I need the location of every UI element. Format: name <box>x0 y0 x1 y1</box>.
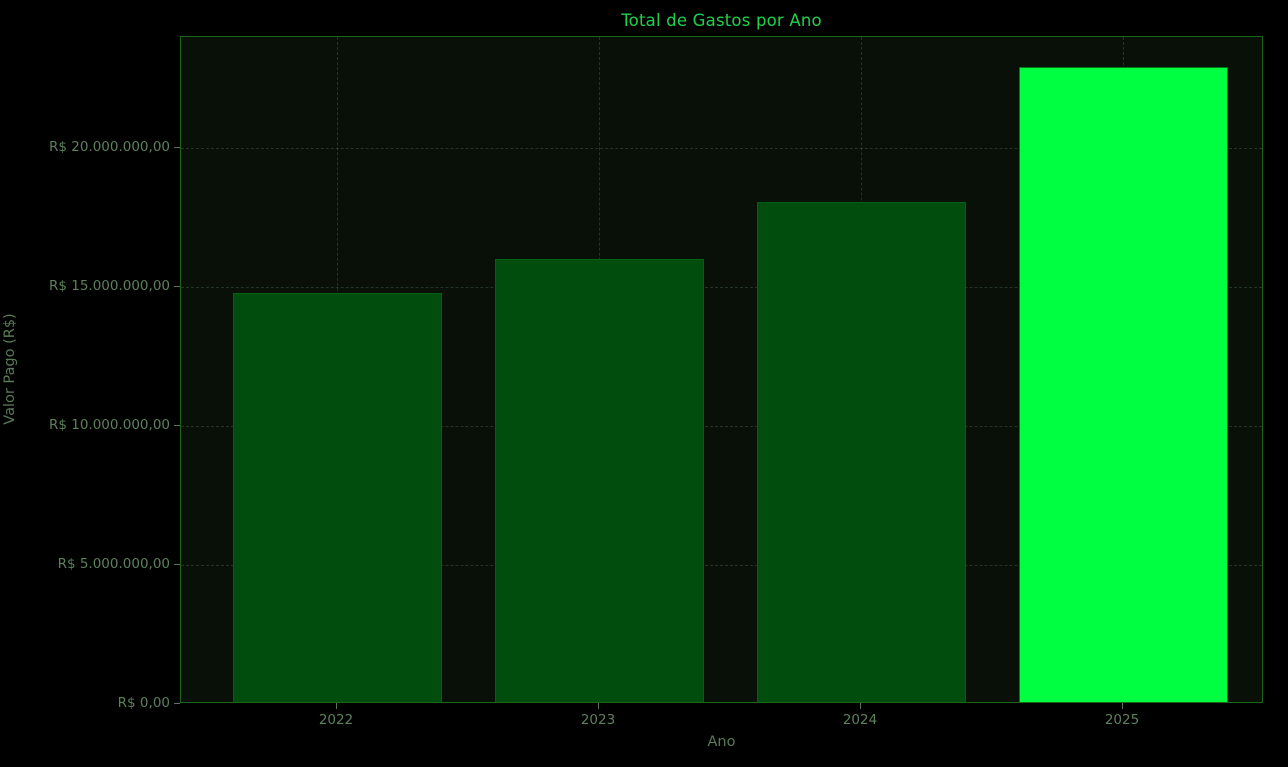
chart-title: Total de Gastos por Ano <box>621 11 822 30</box>
bar-2025 <box>1018 66 1228 702</box>
x-axis-label: Ano <box>707 734 736 750</box>
x-tick-mark <box>336 703 337 709</box>
h-gridline <box>181 148 1262 150</box>
h-gridline <box>181 287 1262 289</box>
y-tick-label: R$ 20.000.000,00 <box>48 139 170 156</box>
y-tick-mark <box>174 425 180 427</box>
x-tick-label-2024: 2024 <box>842 712 878 728</box>
y-tick-label: R$ 10.000.000,00 <box>48 417 170 434</box>
y-tick-mark <box>174 286 180 288</box>
x-tick-label-2025: 2025 <box>1104 712 1140 728</box>
h-gridline <box>181 426 1262 428</box>
bar-2024 <box>756 201 966 702</box>
x-tick-mark <box>1122 703 1123 709</box>
plot-area <box>180 36 1263 703</box>
y-tick-label: R$ 15.000.000,00 <box>48 278 170 295</box>
x-tick-mark <box>598 703 599 709</box>
bar-2022 <box>232 293 442 702</box>
x-tick-mark <box>860 703 861 709</box>
y-axis-label: Valor Pago (R$) <box>2 313 18 425</box>
y-tick-mark <box>174 703 180 704</box>
h-gridline <box>181 565 1262 567</box>
y-tick-mark <box>174 147 180 149</box>
y-tick-label: R$ 5.000.000,00 <box>57 556 170 573</box>
y-tick-mark <box>174 564 180 566</box>
bar-2023 <box>494 258 704 702</box>
x-tick-label-2022: 2022 <box>318 712 354 728</box>
x-tick-label-2023: 2023 <box>580 712 616 728</box>
y-tick-label: R$ 0,00 <box>117 695 170 711</box>
